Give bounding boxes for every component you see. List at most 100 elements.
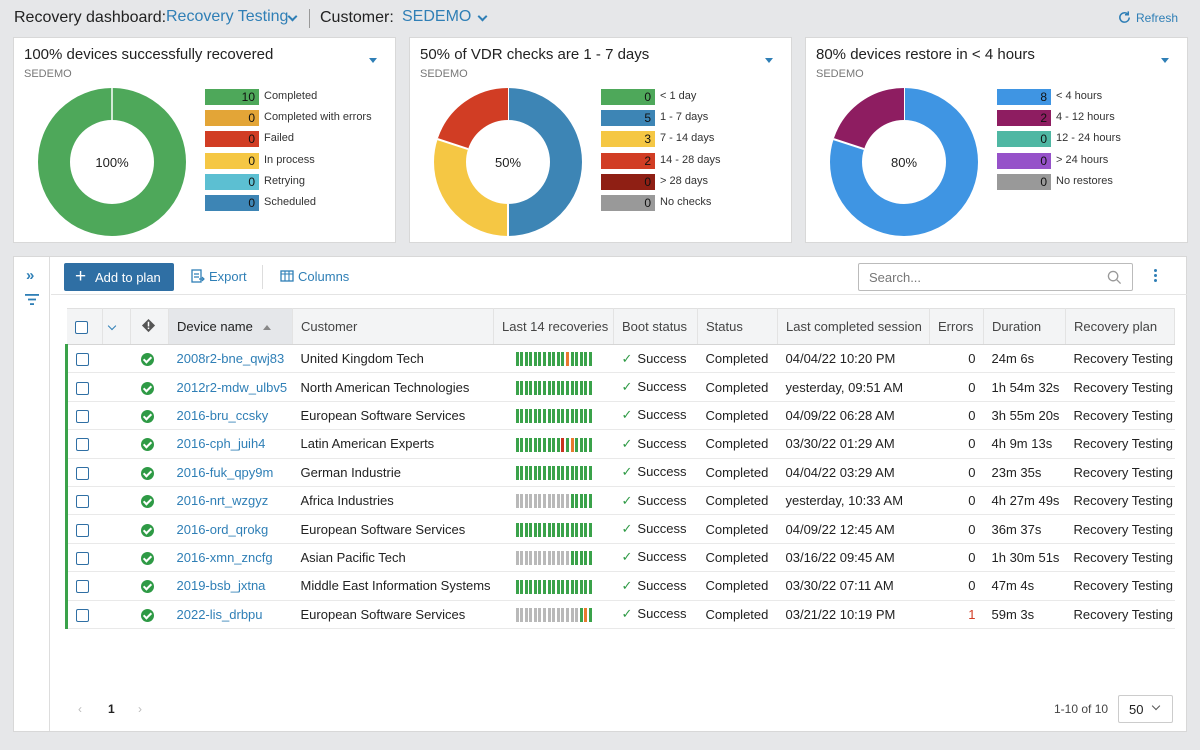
- row-select-cell[interactable]: [65, 486, 103, 516]
- device-name-cell[interactable]: 2008r2-bne_qwj83: [168, 344, 293, 374]
- legend-item[interactable]: 0 < 1 day: [601, 89, 801, 105]
- customer-chevron-down-icon[interactable]: [477, 11, 488, 22]
- recovery-history-bars[interactable]: [515, 579, 594, 594]
- row-select-cell[interactable]: [65, 344, 103, 374]
- legend-item[interactable]: 0 > 24 hours: [997, 152, 1197, 169]
- legend-item[interactable]: 0 12 - 24 hours: [997, 131, 1197, 148]
- legend-item[interactable]: 0 Failed: [205, 131, 405, 148]
- device-name-cell[interactable]: 2016-xmn_zncfg: [168, 543, 293, 573]
- column-header-boot-status[interactable]: Boot status: [613, 308, 698, 345]
- table-row[interactable]: 2022-lis_drbpu European Software Services…: [65, 600, 1175, 629]
- device-link[interactable]: 2008r2-bne_qwj83: [176, 351, 285, 367]
- customer-selector[interactable]: SEDEMO: [402, 8, 472, 25]
- search-input[interactable]: [869, 269, 1099, 285]
- card-menu-caret-icon[interactable]: [1161, 58, 1169, 63]
- legend-item[interactable]: 5 1 - 7 days: [601, 110, 801, 127]
- row-checkbox[interactable]: [76, 381, 89, 395]
- device-link[interactable]: 2016-bru_ccsky: [176, 407, 269, 423]
- device-link[interactable]: 2016-ord_qrokg: [176, 521, 269, 537]
- card-menu-caret-icon[interactable]: [369, 58, 377, 63]
- legend-item[interactable]: 0 In process: [205, 152, 405, 169]
- legend-item[interactable]: 0 No checks: [601, 195, 801, 211]
- search-box[interactable]: [858, 263, 1133, 291]
- row-select-cell[interactable]: [65, 458, 103, 487]
- table-row[interactable]: 2012r2-mdw_ulbv5 North American Technolog…: [65, 372, 1175, 402]
- column-header-device-name[interactable]: Device name: [168, 308, 293, 345]
- donut-segment[interactable]: [434, 88, 582, 236]
- device-name-cell[interactable]: 2012r2-mdw_ulbv5: [168, 372, 293, 402]
- device-name-cell[interactable]: 2019-bsb_jxtna: [168, 571, 293, 601]
- dashboard-chevron-down-icon[interactable]: [287, 11, 298, 22]
- donut-segment[interactable]: [830, 88, 978, 236]
- device-name-cell[interactable]: 2016-nrt_wzgyz: [168, 486, 293, 516]
- card-menu-caret-icon[interactable]: [765, 58, 773, 63]
- recovery-history-bars[interactable]: [515, 551, 594, 566]
- recovery-history-bars[interactable]: [515, 466, 594, 481]
- table-row[interactable]: 2008r2-bne_qwj83 United Kingdom Tech ✓ Succ…: [65, 344, 1175, 374]
- column-header-last-completed-session[interactable]: Last completed session: [777, 308, 930, 345]
- device-link[interactable]: 2016-cph_juih4: [176, 436, 266, 452]
- row-select-cell[interactable]: [65, 600, 103, 629]
- page-number[interactable]: 1: [108, 702, 115, 716]
- row-select-cell[interactable]: [65, 543, 103, 573]
- select-all-checkbox[interactable]: [74, 321, 88, 335]
- row-select-cell[interactable]: [65, 429, 103, 459]
- row-select-cell[interactable]: [65, 571, 103, 601]
- select-menu-chevron-icon[interactable]: [107, 321, 117, 331]
- recovery-history-bars[interactable]: [515, 607, 594, 622]
- row-checkbox[interactable]: [76, 353, 89, 367]
- row-checkbox[interactable]: [76, 438, 89, 452]
- column-header-duration[interactable]: Duration: [983, 308, 1066, 345]
- legend-item[interactable]: 2 4 - 12 hours: [997, 110, 1197, 127]
- table-row[interactable]: 2016-xmn_zncfg Asian Pacific Tech ✓ Success…: [65, 543, 1175, 573]
- add-to-plan-button[interactable]: + Add to plan: [64, 263, 174, 291]
- recovery-history-bars[interactable]: [515, 409, 594, 424]
- column-header-last-14-recoveries[interactable]: Last 14 recoveries: [493, 308, 614, 345]
- row-checkbox[interactable]: [76, 495, 89, 509]
- device-name-cell[interactable]: 2016-ord_qrokg: [168, 514, 293, 544]
- row-checkbox[interactable]: [76, 580, 89, 594]
- column-header-status[interactable]: Status: [697, 308, 778, 345]
- expand-double-chevron-icon[interactable]: »: [26, 267, 35, 284]
- table-row[interactable]: 2016-nrt_wzgyz Africa Industries ✓ Success C…: [65, 486, 1175, 516]
- recovery-history-bars[interactable]: [515, 494, 594, 509]
- row-checkbox[interactable]: [76, 608, 89, 622]
- more-options-kebab-icon[interactable]: [1154, 269, 1158, 284]
- device-name-cell[interactable]: 2016-bru_ccsky: [168, 401, 293, 431]
- sort-ascending-icon[interactable]: [262, 325, 271, 331]
- column-header-recovery-plan[interactable]: Recovery plan: [1065, 308, 1175, 345]
- device-link[interactable]: 2022-lis_drbpu: [176, 606, 263, 622]
- table-row[interactable]: 2016-fuk_qpy9m German Industrie ✓ Success Co…: [65, 458, 1175, 487]
- legend-item[interactable]: 0 > 28 days: [601, 173, 801, 190]
- device-link[interactable]: 2016-nrt_wzgyz: [176, 493, 269, 509]
- legend-item[interactable]: 8 < 4 hours: [997, 89, 1197, 105]
- legend-item[interactable]: 0 Scheduled: [205, 195, 405, 211]
- filter-icon[interactable]: [25, 293, 39, 306]
- legend-item[interactable]: 0 No restores: [997, 173, 1197, 190]
- device-link[interactable]: 2016-xmn_zncfg: [176, 549, 273, 565]
- device-name-cell[interactable]: 2016-cph_juih4: [168, 429, 293, 459]
- legend-item[interactable]: 3 7 - 14 days: [601, 131, 801, 148]
- column-header-errors[interactable]: Errors: [929, 308, 984, 345]
- row-checkbox[interactable]: [76, 466, 89, 480]
- search-icon[interactable]: [1107, 270, 1122, 285]
- dashboard-selector[interactable]: Recovery Testing: [166, 8, 289, 25]
- legend-item[interactable]: 0 Retrying: [205, 173, 405, 190]
- table-row[interactable]: 2016-bru_ccsky European Software Services…: [65, 401, 1175, 431]
- row-checkbox[interactable]: [76, 523, 89, 537]
- legend-item[interactable]: 0 Completed with errors: [205, 110, 405, 127]
- donut-segment[interactable]: [434, 88, 582, 236]
- device-name-cell[interactable]: 2016-fuk_qpy9m: [168, 458, 293, 487]
- device-link[interactable]: 2016-fuk_qpy9m: [176, 464, 274, 480]
- device-link[interactable]: 2019-bsb_jxtna: [176, 578, 266, 594]
- row-checkbox[interactable]: [76, 551, 89, 565]
- table-row[interactable]: 2016-cph_juih4 Latin American Experts ✓ Suc…: [65, 429, 1175, 459]
- prev-page-chevron-icon[interactable]: ‹: [78, 702, 82, 716]
- page-size-select[interactable]: 50: [1118, 695, 1173, 723]
- device-name-cell[interactable]: 2022-lis_drbpu: [168, 600, 293, 629]
- select-all-header[interactable]: [66, 308, 103, 345]
- recovery-history-bars[interactable]: [515, 437, 594, 452]
- row-select-cell[interactable]: [65, 372, 103, 402]
- select-menu-header[interactable]: [102, 308, 131, 345]
- row-select-cell[interactable]: [65, 514, 103, 544]
